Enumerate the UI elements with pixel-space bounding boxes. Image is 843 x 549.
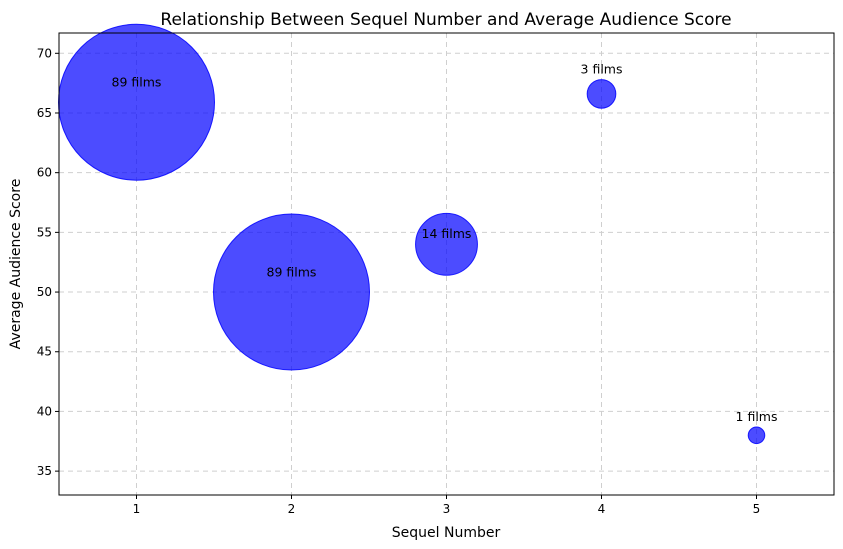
- x-tick-label: 2: [288, 502, 296, 516]
- y-tick-label: 35: [37, 464, 52, 478]
- y-tick-label: 50: [37, 285, 52, 299]
- y-axis-label: Average Audience Score: [8, 179, 24, 350]
- x-tick-label: 5: [753, 502, 761, 516]
- y-tick-label: 60: [37, 166, 52, 180]
- x-axis-ticks: 1 2 3 4 5: [133, 495, 761, 516]
- grid-lines: [59, 33, 834, 495]
- x-tick-label: 1: [133, 502, 141, 516]
- y-axis-ticks: 35 40 45 50 55 60 65 70: [37, 46, 59, 478]
- bubble: [213, 213, 370, 371]
- x-axis-label: Sequel Number: [392, 525, 501, 541]
- bubble: [747, 426, 766, 445]
- y-tick-label: 55: [37, 225, 52, 239]
- y-tick-label: 45: [37, 345, 52, 359]
- bubble-label: 3 films: [581, 62, 623, 77]
- x-tick-label: 4: [598, 502, 606, 516]
- bubble-annotations: 89 films 89 films 14 films 3 films 1 films: [112, 62, 778, 424]
- bubble: [415, 212, 478, 276]
- bubble-label: 1 films: [736, 409, 778, 424]
- chart-title: Relationship Between Sequel Number and A…: [160, 10, 731, 30]
- bubble: [58, 23, 215, 181]
- y-tick-label: 70: [37, 46, 52, 60]
- y-tick-label: 40: [37, 404, 52, 418]
- bubble-label: 14 films: [422, 226, 472, 241]
- bubbles: [58, 23, 766, 445]
- bubble-label: 89 films: [267, 264, 317, 279]
- bubble-label: 89 films: [112, 75, 162, 90]
- bubble: [586, 79, 617, 109]
- x-tick-label: 3: [443, 502, 451, 516]
- y-tick-label: 65: [37, 106, 52, 120]
